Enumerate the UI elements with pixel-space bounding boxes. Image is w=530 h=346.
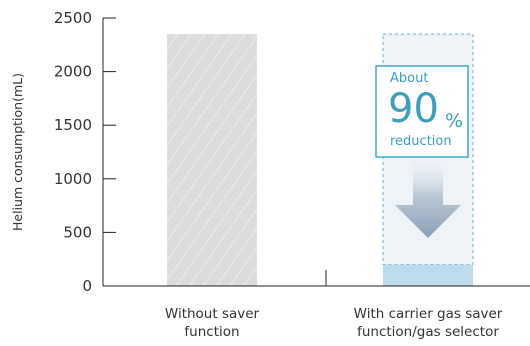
y-tick-label: 1500 — [54, 116, 92, 134]
annotation-unit: % — [445, 110, 463, 132]
annotation-reduction: reduction — [390, 134, 452, 149]
y-tick-label: 0 — [82, 277, 92, 295]
reduction-arrow-icon — [395, 161, 461, 238]
reduction-annotation: About 90 % reduction — [375, 65, 469, 158]
bar-with-saver — [383, 264, 473, 286]
y-ticks: 0 500 1000 1500 2000 2500 — [54, 9, 116, 295]
x-category-label: function — [184, 324, 239, 340]
x-category-label: Without saver — [165, 306, 260, 322]
annotation-number: 90 — [388, 86, 439, 132]
x-labels: Without saver function With carrier gas sa… — [165, 306, 503, 340]
x-category-label: With carrier gas saver — [354, 306, 503, 322]
y-tick-label: 2500 — [54, 9, 92, 27]
y-tick-label: 2000 — [54, 63, 92, 81]
y-tick-label: 1000 — [54, 170, 92, 188]
y-axis-label: Helium consumption(mL) — [10, 73, 25, 231]
y-tick-label: 500 — [63, 223, 92, 241]
bar-without-saver — [167, 34, 257, 286]
x-category-label: function/gas selector — [357, 324, 499, 340]
annotation-about: About — [390, 71, 428, 86]
annotation-box — [375, 65, 469, 158]
